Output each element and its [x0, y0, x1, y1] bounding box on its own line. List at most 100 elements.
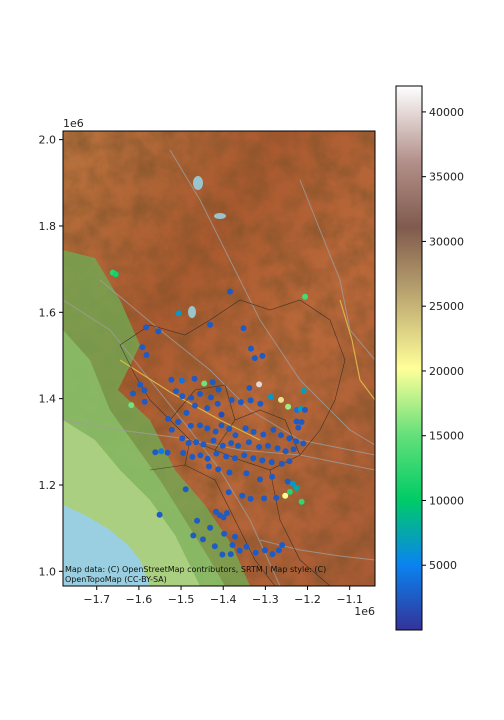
- scatter-point: [210, 437, 217, 444]
- scatter-point: [141, 398, 148, 405]
- scatter-point: [175, 419, 182, 425]
- colorbar-tick-label: 15000: [429, 430, 464, 443]
- scatter-point: [269, 551, 276, 558]
- scatter-point: [207, 524, 214, 531]
- y-tick-label: 1.6: [39, 306, 57, 319]
- scatter-point: [194, 517, 201, 524]
- scatter-point: [242, 425, 249, 432]
- scatter-point: [221, 530, 228, 537]
- scatter-point: [228, 396, 235, 403]
- scatter-point: [279, 542, 286, 548]
- colorbar-gradient: [396, 86, 422, 630]
- scatter-point: [215, 466, 222, 473]
- scatter-point: [262, 547, 268, 554]
- scatter-point: [226, 425, 233, 432]
- scatter-point: [227, 288, 233, 295]
- scatter-point: [293, 418, 300, 425]
- scatter-point: [141, 387, 148, 394]
- scatter-point: [226, 469, 233, 476]
- scatter-point: [247, 397, 254, 404]
- scatter-point: [232, 432, 239, 439]
- scatter-point: [289, 480, 296, 487]
- scatter-point: [229, 542, 236, 548]
- scatter-point: [252, 549, 259, 556]
- colorbar: 5000 10000 15000 20000 25000 30000 35000 40000: [395, 85, 464, 631]
- scatter-point: [220, 514, 227, 521]
- basemap-sea: [63, 505, 150, 586]
- x-tick-label: −1.5: [168, 593, 195, 606]
- scatter-point: [193, 439, 200, 446]
- scatter-point: [143, 324, 150, 331]
- scatter-point: [241, 452, 248, 459]
- scatter-point: [225, 489, 232, 496]
- scatter-point: [197, 422, 203, 429]
- scatter-point: [208, 394, 214, 401]
- scatter-point: [191, 375, 198, 382]
- colorbar-tick-label: 10000: [429, 494, 464, 507]
- colorbar-ticks: 5000 10000 15000 20000 25000 30000 35000 40000: [422, 106, 464, 572]
- scatter-point: [257, 400, 264, 407]
- scatter-point: [143, 352, 150, 358]
- basemap-lake: [214, 213, 226, 219]
- scatter-point: [168, 426, 175, 433]
- scatter-point: [259, 352, 266, 359]
- scatter-point: [218, 411, 225, 418]
- scatter-point: [256, 444, 263, 450]
- scatter-point: [282, 448, 289, 455]
- scatter-point: [218, 422, 225, 429]
- scatter-point: [215, 386, 222, 393]
- scatter-point: [207, 321, 214, 328]
- scatter-point: [213, 450, 220, 457]
- x-tick-label: −1.7: [83, 593, 110, 606]
- scatter-point: [204, 455, 211, 462]
- scatter-point: [246, 384, 253, 391]
- colorbar-tick-label: 35000: [429, 171, 464, 184]
- scatter-point: [183, 409, 190, 416]
- scatter-point: [182, 486, 189, 493]
- scatter-point: [139, 344, 146, 351]
- scatter-point: [112, 271, 119, 278]
- x-tick-label: −1.3: [252, 593, 279, 606]
- scatter-point: [224, 510, 230, 516]
- y-tick-label: 1.2: [39, 479, 57, 492]
- scatter-point: [284, 478, 291, 485]
- colorbar-tick-label: 5000: [429, 559, 457, 572]
- scatter-point: [137, 381, 144, 388]
- scatter-point: [286, 458, 293, 465]
- scatter-point: [178, 377, 185, 384]
- scatter-point: [243, 543, 250, 550]
- scatter-point: [179, 435, 186, 442]
- scatter-point: [298, 419, 305, 425]
- scatter-point: [212, 428, 219, 435]
- scatter-point: [300, 387, 307, 394]
- scatter-point: [213, 508, 219, 515]
- scatter-point: [302, 293, 308, 300]
- scatter-point: [190, 532, 197, 539]
- scatter-point: [247, 495, 254, 502]
- scatter-point: [267, 393, 274, 400]
- scatter-point: [243, 470, 250, 477]
- scatter-point: [155, 328, 162, 335]
- y-tick-label: 1.8: [39, 220, 57, 233]
- scatter-point: [158, 448, 165, 455]
- map-attribution-line2: OpenTopoMap (CC-BY-SA): [65, 575, 167, 584]
- scatter-point: [260, 431, 267, 438]
- x-tick-label: −1.4: [210, 593, 237, 606]
- scatter-point: [251, 355, 258, 362]
- scatter-point: [250, 428, 257, 435]
- scatter-point: [259, 457, 266, 464]
- y-tick-label: 2.0: [39, 134, 57, 147]
- scatter-point: [128, 402, 135, 409]
- scatter-point: [228, 440, 235, 447]
- scatter-point: [269, 473, 276, 480]
- scatter-point: [237, 399, 244, 406]
- scatter-point: [130, 390, 136, 397]
- scatter-point: [211, 543, 218, 550]
- scatter-point: [286, 488, 293, 495]
- colorbar-tick-label: 25000: [429, 300, 464, 313]
- scatter-point: [219, 551, 226, 558]
- colorbar-frame: [395, 85, 423, 631]
- y-tick-label: 1.0: [39, 565, 57, 578]
- scatter-point: [239, 492, 246, 499]
